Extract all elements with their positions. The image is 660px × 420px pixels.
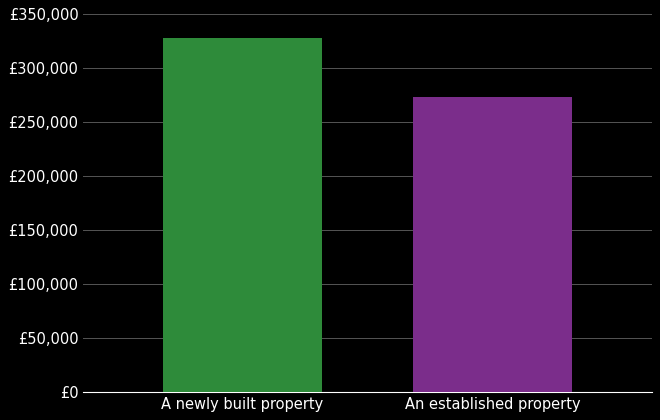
Bar — [413, 97, 572, 392]
Bar — [163, 38, 322, 392]
